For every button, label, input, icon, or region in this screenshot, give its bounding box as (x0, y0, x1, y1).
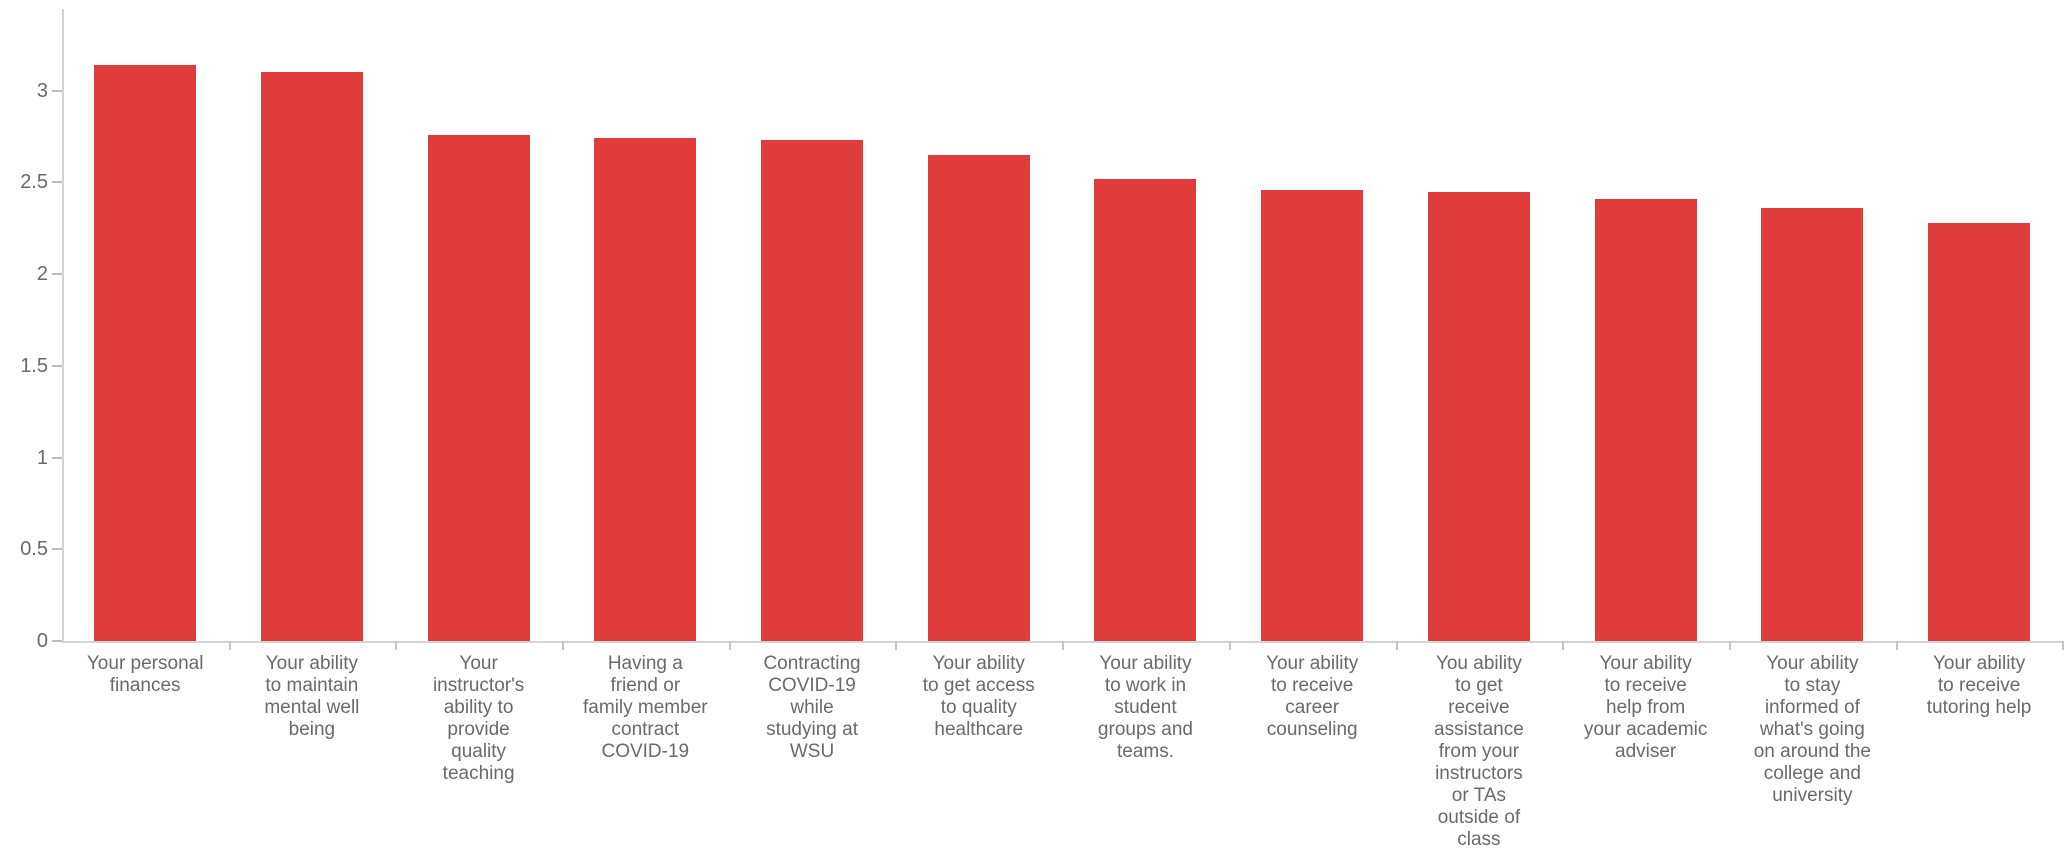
x-tick (728, 641, 731, 650)
y-tick (51, 89, 62, 92)
x-category-label: Your ability to receive help from your a… (1583, 653, 1708, 762)
x-tick (1062, 641, 1065, 650)
x-tick (1228, 641, 1231, 650)
x-category-label: Your ability to receive career counselin… (1266, 653, 1359, 740)
y-tick (51, 456, 62, 459)
x-tick (395, 641, 398, 650)
x-category-label: Contracting COVID-19 while studying at W… (763, 653, 861, 762)
y-axis-line (61, 9, 64, 643)
y-tick-label: 2.5 (20, 171, 48, 194)
bar[interactable] (1427, 191, 1530, 641)
y-tick-label: 3 (36, 79, 48, 102)
y-tick (51, 364, 62, 367)
x-category-label: Your ability to stay informed of what's … (1753, 653, 1871, 806)
bar[interactable] (94, 65, 197, 641)
x-tick (2062, 641, 2065, 650)
bar[interactable] (1261, 189, 1364, 641)
x-tick (1895, 641, 1898, 650)
y-tick (51, 181, 62, 184)
x-tick (561, 641, 564, 650)
x-tick (1395, 641, 1398, 650)
x-category-label: Having a friend or family member contrac… (583, 653, 708, 762)
x-tick (1562, 641, 1565, 650)
x-category-label: Your instructor's ability to provide qua… (432, 653, 525, 784)
bar[interactable] (1594, 198, 1697, 641)
x-category-label: Your ability to work in student groups a… (1097, 653, 1193, 762)
y-tick-label: 1.5 (20, 354, 48, 377)
bar[interactable] (1761, 208, 1864, 641)
y-tick-label: 1 (36, 446, 48, 469)
x-category-label: Your ability to maintain mental well bei… (264, 653, 360, 740)
bar[interactable] (761, 140, 864, 641)
x-category-label: You ability to get receive assistance fr… (1434, 653, 1524, 850)
y-tick (51, 273, 62, 276)
y-tick (51, 548, 62, 551)
bar[interactable] (1094, 178, 1197, 641)
y-tick-label: 0.5 (20, 538, 48, 561)
x-category-label: Your ability to get access to quality he… (922, 653, 1035, 740)
bar[interactable] (1928, 222, 2031, 641)
y-tick-label: 0 (36, 630, 48, 652)
y-tick (51, 640, 62, 642)
x-tick (228, 641, 231, 650)
x-tick (1729, 641, 1731, 650)
x-category-label: Your personal finances (86, 653, 204, 696)
x-category-label: Your ability to receive tutoring help (1926, 653, 2032, 718)
bar[interactable] (260, 72, 363, 641)
y-tick-label: 2 (36, 263, 48, 286)
bar[interactable] (594, 138, 697, 641)
x-tick (895, 641, 898, 650)
bar[interactable] (927, 154, 1030, 641)
bar[interactable] (427, 134, 530, 641)
